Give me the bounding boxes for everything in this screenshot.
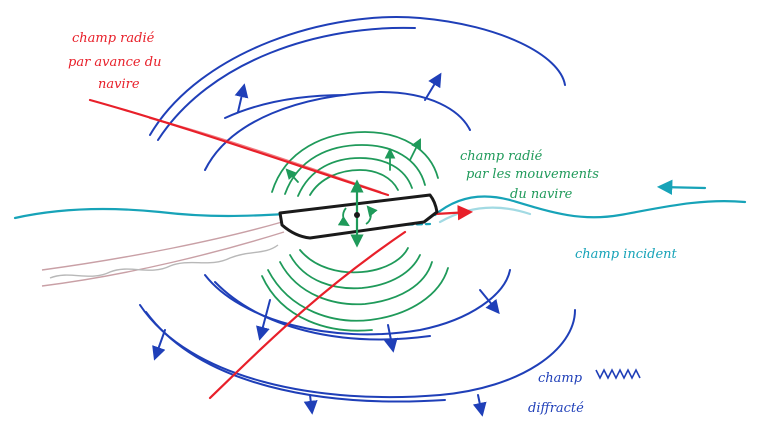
diffracted-arrow: [256, 299, 271, 341]
ship-center-dot: [354, 212, 360, 218]
diffracted-arrow: [472, 394, 487, 417]
motion-arrow: [409, 138, 421, 161]
diffracted-arrow: [479, 289, 500, 315]
label-motion-line2: par les mouvements: [466, 167, 599, 182]
labels: champ radié par avance du navire champ r…: [68, 31, 678, 416]
diffracted-wavefront-outer-bottom-2: [145, 311, 446, 403]
diffracted-wavefront-mid-bottom: [204, 269, 511, 336]
motion-wavefront: [279, 261, 433, 306]
diffracted-wavefront-mid-top: [204, 90, 471, 171]
forward-arrow: [433, 205, 474, 221]
ship-wake: [41, 221, 285, 287]
label-forward-line2: par avance du: [68, 55, 161, 70]
forward-ray-top: [88, 98, 390, 197]
incident-direction-arrow: [656, 179, 707, 195]
label-diffracted: champ diffracté: [528, 371, 586, 416]
motion-wavefront: [297, 157, 413, 197]
diffracted-wavefront-outer-bottom: [139, 304, 576, 399]
label-motion-line1: champ radié: [460, 149, 543, 164]
rotation-arrow-icon: [365, 205, 378, 225]
diffracted-wavefront-outer-top-2: [157, 26, 416, 141]
incident-field: [13, 179, 747, 230]
motion-wavefront: [267, 267, 449, 322]
motion-wavefront: [261, 275, 373, 332]
incident-wave-left: [13, 207, 287, 220]
label-forward-line1: champ radié: [72, 31, 155, 46]
label-forward-line3: navire: [98, 77, 140, 92]
motion-wavefront: [309, 169, 399, 196]
motion-arrow: [285, 168, 299, 183]
diffracted-wavefront-outer-top: [149, 16, 566, 136]
ship: [278, 179, 439, 248]
forward-ray-bottom: [208, 230, 407, 400]
diffracted-arrow: [383, 324, 398, 353]
label-forward-radiated: champ radié par avance du navire: [68, 31, 166, 92]
label-motion-line3: du navire: [510, 187, 573, 202]
motion-wavefront: [284, 144, 426, 195]
diffracted-arrow: [234, 83, 249, 113]
rotation-arrow-icon: [337, 207, 350, 227]
motion-wavefront: [289, 254, 421, 290]
label-motion-radiated: champ radié par les mouvements du navire: [460, 149, 603, 202]
diffracted-wavefront-inner-top: [224, 94, 346, 119]
diffracted-arrow: [152, 329, 166, 361]
incident-wave-right-echo: [438, 206, 532, 224]
diffracted-arrow: [303, 394, 318, 415]
diffracted-arrow: [424, 72, 442, 101]
label-incident: champ incident: [575, 247, 678, 262]
diffracted-field: [139, 16, 576, 417]
label-diffracted-line2: diffracté: [528, 401, 584, 416]
motion-radiated-field: [261, 131, 449, 332]
incident-wave-right: [433, 195, 747, 219]
label-diffracted-line1: champ: [538, 371, 583, 386]
scribble-mark: [595, 368, 641, 380]
motion-wavefront: [299, 247, 409, 274]
